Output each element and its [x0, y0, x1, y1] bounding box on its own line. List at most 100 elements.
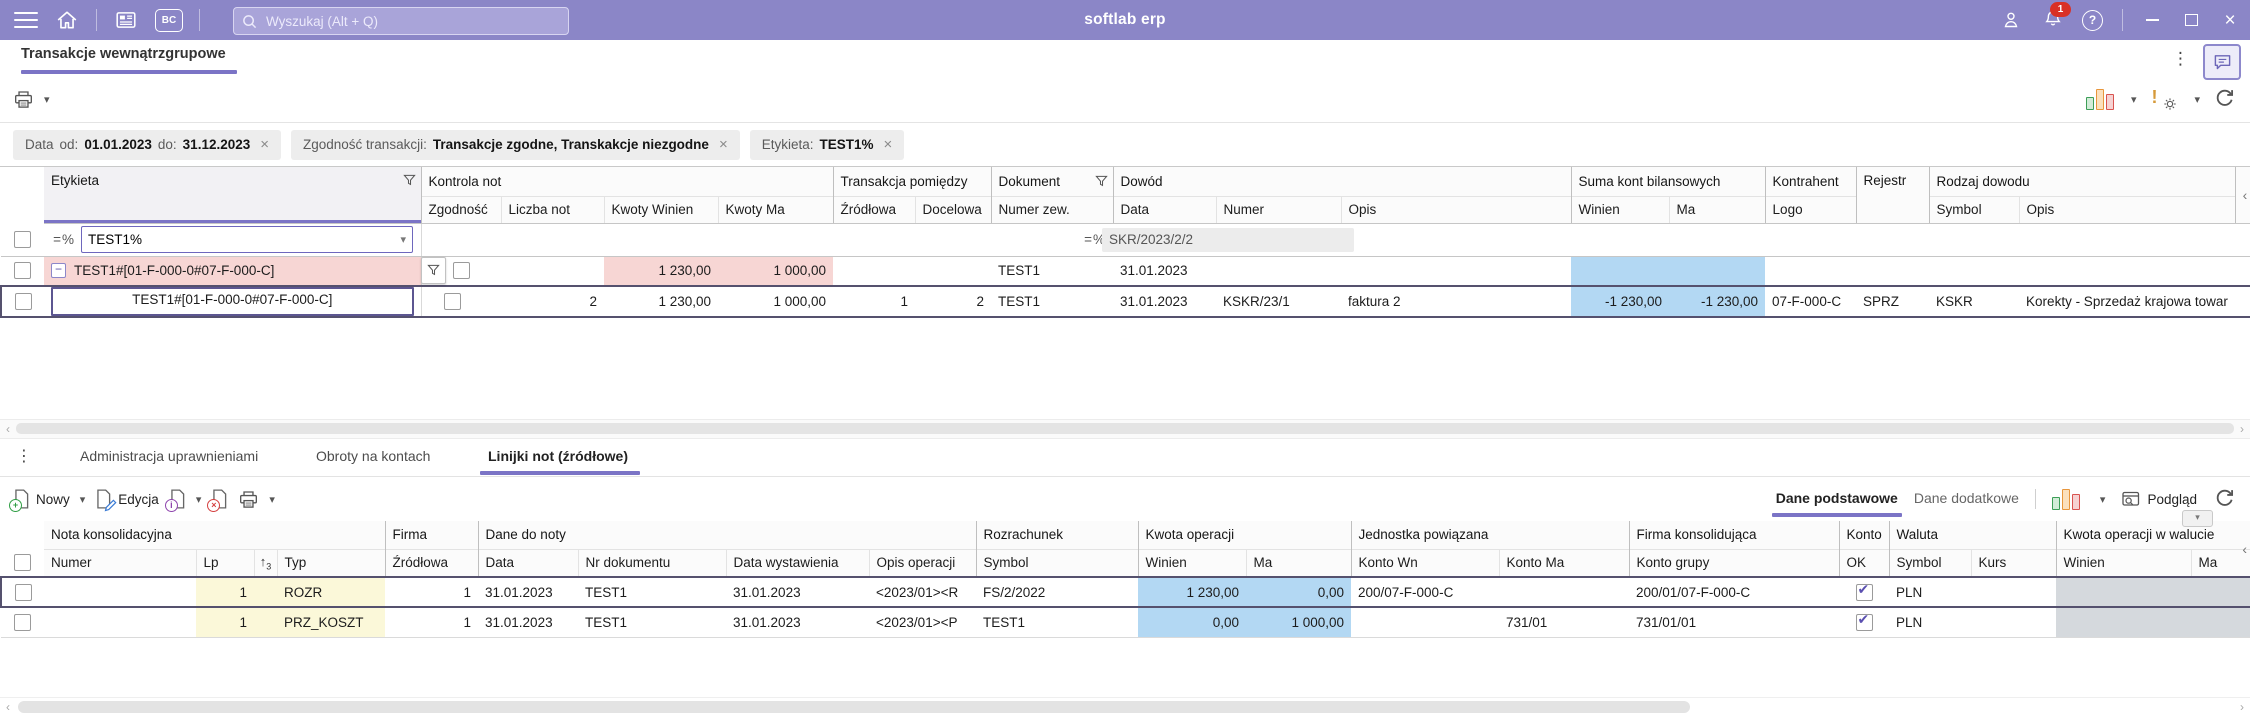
- cell-zgodnosc[interactable]: [421, 285, 501, 318]
- scroll-left-icon[interactable]: [1, 698, 15, 716]
- remove-filter-icon[interactable]: [260, 136, 269, 153]
- preview-button[interactable]: Podgląd: [2121, 490, 2197, 508]
- cell-zrodlowa[interactable]: 1: [385, 576, 479, 608]
- column-header-ma-wal[interactable]: Ma: [2191, 548, 2250, 578]
- cell-data-wystawienia[interactable]: 31.01.2023: [726, 576, 870, 608]
- tab-obroty-na-kontach[interactable]: Obroty na kontach: [316, 448, 431, 464]
- chevron-down-icon[interactable]: [196, 493, 202, 506]
- column-header-logo[interactable]: Logo: [1765, 195, 1857, 224]
- filter-cell[interactable]: [1341, 223, 1572, 257]
- row-gutter[interactable]: [0, 285, 44, 318]
- cell-etykieta[interactable]: TEST1#[01-F-000-0#07-F-000-C]: [44, 285, 422, 318]
- edit-button[interactable]: Edycja: [95, 489, 159, 512]
- filter-cell[interactable]: [604, 223, 718, 257]
- cell-ok[interactable]: [1839, 607, 1890, 638]
- row-gutter[interactable]: [1, 607, 44, 638]
- column-header-winien[interactable]: Winien: [1571, 195, 1670, 224]
- column-header-ma[interactable]: Ma: [1246, 548, 1352, 578]
- expand-panel-icon[interactable]: [2182, 510, 2213, 527]
- column-header-ma[interactable]: Ma: [1669, 195, 1766, 224]
- cell-docelowa[interactable]: [915, 256, 991, 287]
- close-button[interactable]: [2220, 10, 2240, 30]
- column-header-data-wystawienia[interactable]: Data wystawienia: [726, 548, 870, 578]
- refresh-icon[interactable]: [2213, 486, 2236, 512]
- selected-row[interactable]: 1 ROZR 1 31.01.2023 TEST1 31.01.2023 <20…: [0, 576, 2250, 608]
- chevron-down-icon[interactable]: [2194, 93, 2200, 106]
- cell-winien-wal[interactable]: [2056, 576, 2192, 608]
- table-row[interactable]: 1 PRZ_KOSZT 1 31.01.2023 TEST1 31.01.202…: [1, 607, 2250, 638]
- cell-konto-ma[interactable]: [1499, 576, 1630, 608]
- select-all-checkbox[interactable]: [14, 554, 31, 571]
- collapse-icon[interactable]: [51, 263, 66, 279]
- main-grid-hscrollbar[interactable]: [0, 419, 2250, 439]
- numer-zew-filter-value[interactable]: SKR/2023/2/2: [1102, 227, 1354, 252]
- column-header-symbol[interactable]: Symbol: [976, 548, 1139, 578]
- column-header-docelowa[interactable]: Docelowa: [915, 195, 992, 224]
- cell-opis-operacji[interactable]: <2023/01><P: [869, 607, 977, 638]
- cell-numer[interactable]: [44, 576, 196, 608]
- ok-checkbox-checked[interactable]: [1855, 611, 1873, 631]
- column-header-data[interactable]: Data: [1113, 195, 1217, 224]
- filter-operator[interactable]: =%: [1084, 232, 1106, 247]
- filter-funnel-icon[interactable]: [402, 174, 416, 190]
- row-gutter[interactable]: [1, 256, 44, 287]
- cell-opis2[interactable]: Korekty - Sprzedaż krajowa towar: [2019, 285, 2236, 318]
- document-info-button[interactable]: i: [164, 489, 202, 512]
- cell-sort[interactable]: [254, 607, 277, 638]
- column-header-winien-wal[interactable]: Winien: [2056, 548, 2192, 578]
- more-options-icon[interactable]: [16, 446, 32, 466]
- cell-symbol[interactable]: TEST1: [976, 607, 1139, 638]
- column-header-opis-operacji[interactable]: Opis operacji: [869, 548, 977, 578]
- column-header-konto-grupy[interactable]: Konto grupy: [1629, 548, 1840, 578]
- filter-funnel-icon[interactable]: [1094, 175, 1108, 191]
- cell-rejestr[interactable]: [1856, 256, 1930, 287]
- cell-winien[interactable]: 0,00: [1138, 607, 1247, 638]
- cell-ma[interactable]: 1 000,00: [1246, 607, 1352, 638]
- chevron-down-icon[interactable]: [2100, 493, 2106, 506]
- filter-cell[interactable]: [1765, 223, 1857, 257]
- scroll-right-icon[interactable]: [2235, 420, 2249, 438]
- scroll-right-icon[interactable]: [2235, 698, 2249, 716]
- cell-kwoty-winien[interactable]: 1 230,00: [604, 285, 718, 318]
- cell-ma-wal[interactable]: [2191, 607, 2250, 638]
- column-header-zrodlowa[interactable]: Źródłowa: [385, 548, 479, 578]
- comments-button[interactable]: [2203, 44, 2241, 80]
- column-header-opis[interactable]: Opis: [1341, 195, 1572, 224]
- cell-numer[interactable]: [1216, 256, 1341, 287]
- group-row[interactable]: TEST1#[01-F-000-0#07-F-000-C] 1 230,00 1…: [1, 256, 2250, 287]
- cell-symbol[interactable]: FS/2/2022: [976, 576, 1139, 608]
- delete-button[interactable]: ×: [207, 489, 228, 512]
- focused-cell[interactable]: TEST1#[01-F-000-0#07-F-000-C]: [51, 288, 414, 315]
- cell-zrodlowa[interactable]: [833, 256, 915, 287]
- column-header-numer[interactable]: Numer: [1216, 195, 1342, 224]
- cell-numer-zew[interactable]: TEST1: [991, 256, 1113, 287]
- bc-icon[interactable]: BC: [155, 8, 183, 32]
- column-header-sort[interactable]: 3: [254, 548, 278, 578]
- column-header-nr-dokumentu[interactable]: Nr dokumentu: [578, 548, 727, 578]
- column-header-kwoty-winien[interactable]: Kwoty Winien: [604, 195, 719, 224]
- user-icon[interactable]: [1998, 7, 2024, 33]
- filter-chip-etykieta[interactable]: Etykieta: TEST1%: [749, 129, 905, 160]
- cell-typ[interactable]: ROZR: [277, 576, 386, 608]
- filter-operator[interactable]: =%: [53, 232, 75, 247]
- scrollbar-thumb[interactable]: [18, 700, 1690, 713]
- cell-lp[interactable]: 1: [196, 607, 254, 638]
- column-header-zrodlowa[interactable]: Źródłowa: [833, 195, 916, 224]
- column-header-kwoty-ma[interactable]: Kwoty Ma: [718, 195, 834, 224]
- cell-data[interactable]: 31.01.2023: [1113, 256, 1216, 287]
- sort-ascending-icon[interactable]: 3: [260, 554, 272, 572]
- column-header-ok[interactable]: OK: [1839, 548, 1890, 578]
- row-checkbox[interactable]: [14, 613, 31, 631]
- cell-logo[interactable]: [1765, 256, 1857, 287]
- filter-cell[interactable]: =%: [991, 223, 1113, 257]
- cell-rejestr[interactable]: SPRZ: [1856, 285, 1930, 318]
- column-header-kurs[interactable]: Kurs: [1971, 548, 2057, 578]
- tab-transakcje-wewnatrzgrupowe[interactable]: Transakcje wewnątrzgrupowe: [21, 46, 226, 62]
- remove-filter-icon[interactable]: [719, 136, 728, 153]
- cell-liczba-not[interactable]: 2: [501, 285, 604, 318]
- cell-nr-dokumentu[interactable]: TEST1: [578, 607, 727, 638]
- cell-docelowa[interactable]: 2: [915, 285, 991, 318]
- filter-cell[interactable]: [2019, 223, 2236, 257]
- scroll-left-icon[interactable]: [1, 420, 15, 438]
- filter-chip-zgodnosc[interactable]: Zgodność transakcji: Transakcje zgodne, …: [291, 129, 740, 160]
